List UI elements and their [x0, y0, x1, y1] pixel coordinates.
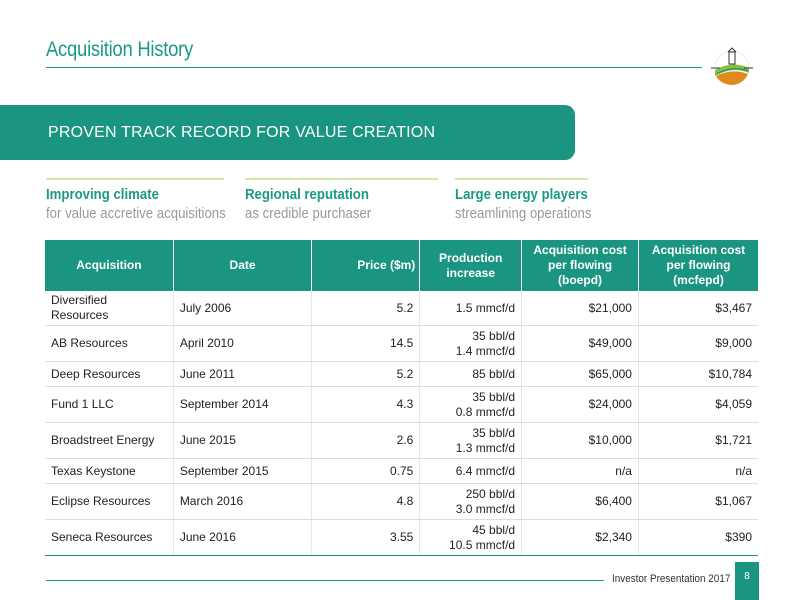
production-line: 35 bbl/d [472, 328, 516, 343]
cell-price: 0.75 [311, 458, 421, 484]
table-header-row: Acquisition Date Price ($m) Production i… [45, 240, 758, 291]
production-line: 1.3 mmcf/d [455, 440, 516, 455]
production-line: 1.4 mmcf/d [455, 343, 516, 358]
footer-text: Investor Presentation 2017 [612, 573, 731, 585]
cell-production: 35 bbl/d 0.8 mmcf/d [419, 386, 523, 423]
production-line: 3.0 mmcf/d [455, 501, 516, 516]
pillar-improving-climate: Improving climate for value accretive ac… [46, 178, 226, 222]
cell-cost-boepd: n/a [521, 458, 639, 484]
cell-cost-mcfepd: $1,721 [638, 422, 758, 459]
cell-acquisition: Texas Keystone [45, 458, 174, 484]
cell-acquisition: Fund 1 LLC [45, 386, 174, 423]
pillar-regional-reputation: Regional reputation as credible purchase… [245, 178, 438, 222]
cell-price: 5.2 [311, 361, 421, 387]
table-row: Seneca Resources June 2016 3.55 45 bbl/d… [45, 519, 758, 556]
cell-date: April 2010 [173, 325, 313, 362]
cell-acquisition: Diversified Resources [45, 291, 174, 326]
table-row: Texas Keystone September 2015 0.75 6.4 m… [45, 458, 758, 484]
table-row: Broadstreet Energy June 2015 2.6 35 bbl/… [45, 422, 758, 459]
cell-date: July 2006 [173, 291, 313, 326]
cell-price: 3.55 [311, 519, 421, 556]
pillar-subtext: as credible purchaser [245, 205, 372, 222]
pillar-subtext: for value accretive acquisitions [46, 205, 226, 222]
production-line: 0.8 mmcf/d [455, 404, 516, 419]
cell-cost-boepd: $6,400 [521, 483, 639, 520]
cell-cost-mcfepd: n/a [638, 458, 758, 484]
cell-price: 14.5 [311, 325, 421, 362]
production-line: 45 bbl/d [472, 522, 516, 537]
cell-cost-boepd: $24,000 [521, 386, 639, 423]
column-header-price: Price ($m) [311, 240, 421, 291]
cell-date: June 2015 [173, 422, 313, 459]
cell-cost-boepd: $21,000 [521, 291, 639, 326]
cell-cost-mcfepd: $4,059 [638, 386, 758, 423]
pillar-heading: Improving climate [46, 186, 159, 203]
cell-date: September 2015 [173, 458, 313, 484]
page-title: Acquisition History [46, 38, 193, 61]
pillar-rule [245, 178, 438, 180]
column-header-cost-boepd: Acquisition cost per flowing (boepd) [521, 240, 639, 291]
pillar-heading: Regional reputation [245, 186, 369, 203]
cell-date: June 2011 [173, 361, 313, 387]
cell-price: 5.2 [311, 291, 421, 326]
column-header-production: Production increase [419, 240, 523, 291]
column-header-date: Date [173, 240, 313, 291]
production-line: 1.5 mmcf/d [455, 300, 516, 315]
cell-cost-boepd: $10,000 [521, 422, 639, 459]
company-logo-icon [711, 47, 753, 86]
cell-production: 35 bbl/d 1.4 mmcf/d [419, 325, 523, 362]
table-row: Eclipse Resources March 2016 4.8 250 bbl… [45, 483, 758, 520]
production-line: 85 bbl/d [472, 366, 516, 381]
production-line: 10.5 mmcf/d [449, 537, 516, 552]
production-line: 35 bbl/d [472, 425, 516, 440]
cell-cost-boepd: $65,000 [521, 361, 639, 387]
production-line: 6.4 mmcf/d [455, 463, 516, 478]
cell-acquisition: Broadstreet Energy [45, 422, 174, 459]
table-row: Fund 1 LLC September 2014 4.3 35 bbl/d 0.… [45, 386, 758, 423]
cell-cost-mcfepd: $10,784 [638, 361, 758, 387]
cell-cost-mcfepd: $9,000 [638, 325, 758, 362]
banner-text: PROVEN TRACK RECORD FOR VALUE CREATION [48, 124, 436, 141]
title-divider [46, 67, 702, 68]
table-row: Deep Resources June 2011 5.2 85 bbl/d $6… [45, 361, 758, 387]
column-header-cost-mcfepd: Acquisition cost per flowing (mcfepd) [638, 240, 758, 291]
column-header-acquisition: Acquisition [45, 240, 174, 291]
cell-acquisition: AB Resources [45, 325, 174, 362]
cell-production: 250 bbl/d 3.0 mmcf/d [419, 483, 523, 520]
footer-divider [46, 580, 604, 581]
cell-date: March 2016 [173, 483, 313, 520]
page-number: 8 [735, 562, 759, 600]
table-row: Diversified Resources July 2006 5.2 1.5 … [45, 291, 758, 326]
cell-production: 85 bbl/d [419, 361, 523, 387]
pillar-large-energy-players: Large energy players streamlining operat… [455, 178, 592, 222]
pillar-subtext: streamlining operations [455, 205, 592, 222]
cell-acquisition: Deep Resources [45, 361, 174, 387]
cell-date: June 2016 [173, 519, 313, 556]
cell-cost-boepd: $2,340 [521, 519, 639, 556]
table-row: AB Resources April 2010 14.5 35 bbl/d 1.4… [45, 325, 758, 362]
pillar-rule [46, 178, 224, 180]
cell-price: 4.3 [311, 386, 421, 423]
cell-cost-mcfepd: $3,467 [638, 291, 758, 326]
cell-production: 6.4 mmcf/d [419, 458, 523, 484]
cell-acquisition: Seneca Resources [45, 519, 174, 556]
cell-cost-boepd: $49,000 [521, 325, 639, 362]
cell-production: 45 bbl/d 10.5 mmcf/d [419, 519, 523, 556]
cell-acquisition: Eclipse Resources [45, 483, 174, 520]
banner: PROVEN TRACK RECORD FOR VALUE CREATION [0, 105, 575, 160]
production-line: 35 bbl/d [472, 389, 516, 404]
cell-cost-mcfepd: $1,067 [638, 483, 758, 520]
pillar-heading: Large energy players [455, 186, 588, 203]
acquisition-table: Acquisition Date Price ($m) Production i… [45, 240, 758, 556]
cell-price: 4.8 [311, 483, 421, 520]
cell-cost-mcfepd: $390 [638, 519, 758, 556]
cell-date: September 2014 [173, 386, 313, 423]
cell-production: 35 bbl/d 1.3 mmcf/d [419, 422, 523, 459]
cell-production: 1.5 mmcf/d [419, 291, 523, 326]
production-line: 250 bbl/d [465, 486, 516, 501]
pillar-rule [455, 178, 588, 180]
cell-price: 2.6 [311, 422, 421, 459]
